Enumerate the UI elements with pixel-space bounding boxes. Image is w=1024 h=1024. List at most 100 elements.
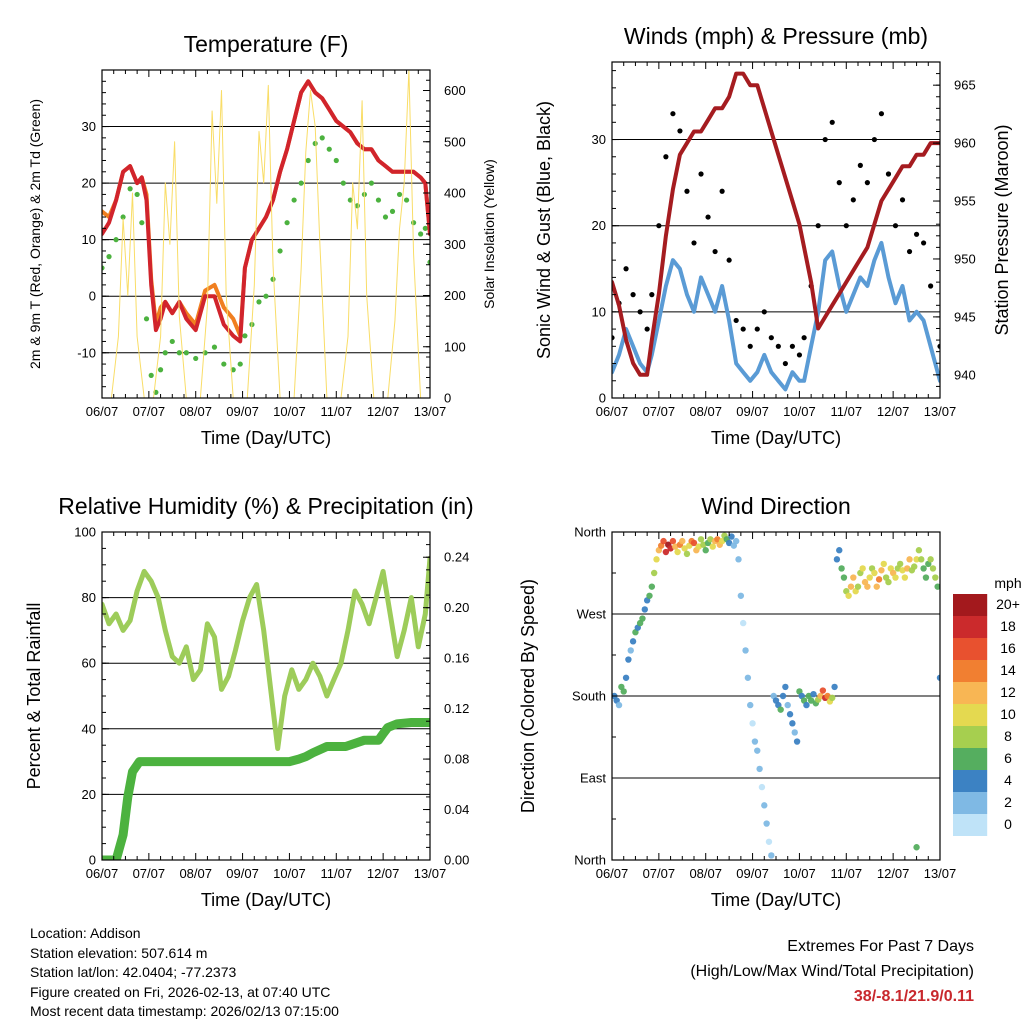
- wind-point: [742, 647, 749, 654]
- y2-tick-label: 950: [954, 251, 976, 266]
- x-tick-label: 12/07: [877, 404, 910, 419]
- colorbar-swatch: [953, 748, 988, 770]
- wind-point: [709, 543, 716, 550]
- series-line: [612, 240, 940, 392]
- data-point: [319, 135, 325, 141]
- x-tick-label: 08/07: [179, 404, 212, 419]
- wind-point: [765, 838, 773, 845]
- data-point: [113, 237, 119, 243]
- x-tick-label: 09/07: [226, 404, 259, 419]
- wind-point: [873, 583, 880, 590]
- wind-point: [625, 656, 632, 663]
- wind-point: [819, 687, 827, 694]
- wind-point: [646, 592, 653, 599]
- data-point: [822, 136, 828, 143]
- data-point: [937, 343, 940, 349]
- x-tick-label: 07/07: [643, 866, 676, 881]
- data-point: [176, 350, 182, 356]
- colorbar-swatch: [953, 660, 988, 682]
- wind-point: [913, 556, 920, 563]
- data-point: [211, 344, 218, 350]
- x-tick-label: 13/07: [924, 404, 957, 419]
- series-line: [102, 718, 430, 860]
- wind-point: [871, 569, 878, 577]
- wind-point: [620, 688, 627, 695]
- x-tick-label: 06/07: [596, 404, 629, 419]
- wind-point: [850, 574, 857, 581]
- x-tick-label: 08/07: [179, 866, 212, 881]
- wind-point: [803, 701, 810, 709]
- x-tick-label: 08/07: [689, 404, 722, 419]
- wind-point: [768, 852, 775, 859]
- wind-point: [866, 574, 873, 581]
- wind-point: [629, 638, 637, 645]
- y-tick-label: West: [577, 607, 607, 622]
- data-point: [368, 180, 375, 186]
- data-point: [418, 231, 424, 237]
- x-tick-label: 11/07: [830, 866, 862, 881]
- plot-frame: [101, 69, 431, 399]
- x-tick-label: 06/07: [86, 866, 119, 881]
- y-tick-label: 20: [592, 218, 606, 233]
- colorbar-label: 10: [1000, 706, 1016, 722]
- y2-tick-label: 100: [444, 339, 466, 354]
- y-tick-label: 60: [82, 656, 96, 671]
- data-point: [193, 355, 199, 362]
- y2-tick-label: 0: [444, 391, 451, 406]
- data-point: [162, 350, 168, 356]
- data-point: [382, 214, 389, 220]
- wind-point: [911, 563, 918, 570]
- y2-tick-label: 600: [444, 83, 466, 98]
- y-axis-label: Percent & Total Rainfall: [24, 603, 44, 790]
- wind-point: [653, 556, 660, 563]
- wind-point: [747, 701, 754, 709]
- data-point: [157, 367, 164, 373]
- wind-point: [756, 765, 763, 773]
- wind-point: [896, 560, 904, 568]
- wind-point: [681, 545, 688, 552]
- y-tick-label: 10: [82, 232, 96, 247]
- colorbar-label: 20+: [996, 596, 1020, 612]
- colorbar-label: 0: [1004, 816, 1012, 832]
- colorbar-swatch: [953, 792, 988, 814]
- data-point: [623, 266, 629, 272]
- data-point: [637, 309, 643, 315]
- x-tick-label: 11/07: [320, 866, 352, 881]
- wind-point: [761, 802, 768, 809]
- y-tick-label: 40: [82, 721, 96, 736]
- x-tick-label: 06/07: [596, 866, 629, 881]
- wind-point: [690, 539, 698, 547]
- y2-axis-label: Station Pressure (Maroon): [992, 124, 1012, 335]
- chart-title: Temperature (F): [184, 31, 349, 57]
- wind-point: [880, 560, 887, 568]
- data-point: [684, 188, 690, 194]
- data-point: [221, 361, 227, 367]
- x-tick-label: 08/07: [689, 866, 722, 881]
- chart-title: Relative Humidity (%) & Precipitation (i…: [58, 493, 473, 519]
- chart-title: Wind Direction: [701, 493, 851, 519]
- data-point: [843, 223, 849, 229]
- data-point: [312, 140, 318, 147]
- data-point: [656, 223, 662, 229]
- data-point: [396, 191, 403, 198]
- elevation-text: Station elevation: 507.614 m: [30, 944, 208, 961]
- data-point: [705, 214, 711, 220]
- series-line: [102, 555, 430, 751]
- data-point: [878, 111, 885, 117]
- y-tick-label: 20: [82, 176, 96, 191]
- data-point: [829, 119, 835, 125]
- y-tick-label: -10: [77, 345, 96, 360]
- wind-point: [927, 556, 934, 563]
- data-point: [127, 186, 133, 192]
- wind-point: [854, 583, 862, 590]
- data-point: [284, 220, 290, 226]
- data-point: [411, 220, 417, 226]
- data-point: [389, 208, 396, 214]
- wind-point: [735, 556, 742, 563]
- x-tick-label: 07/07: [643, 404, 676, 419]
- y2-tick-label: 965: [954, 78, 976, 93]
- data-point: [789, 343, 796, 349]
- data-point: [263, 293, 269, 299]
- data-point: [305, 157, 311, 164]
- y2-tick-label: 0.20: [444, 600, 469, 615]
